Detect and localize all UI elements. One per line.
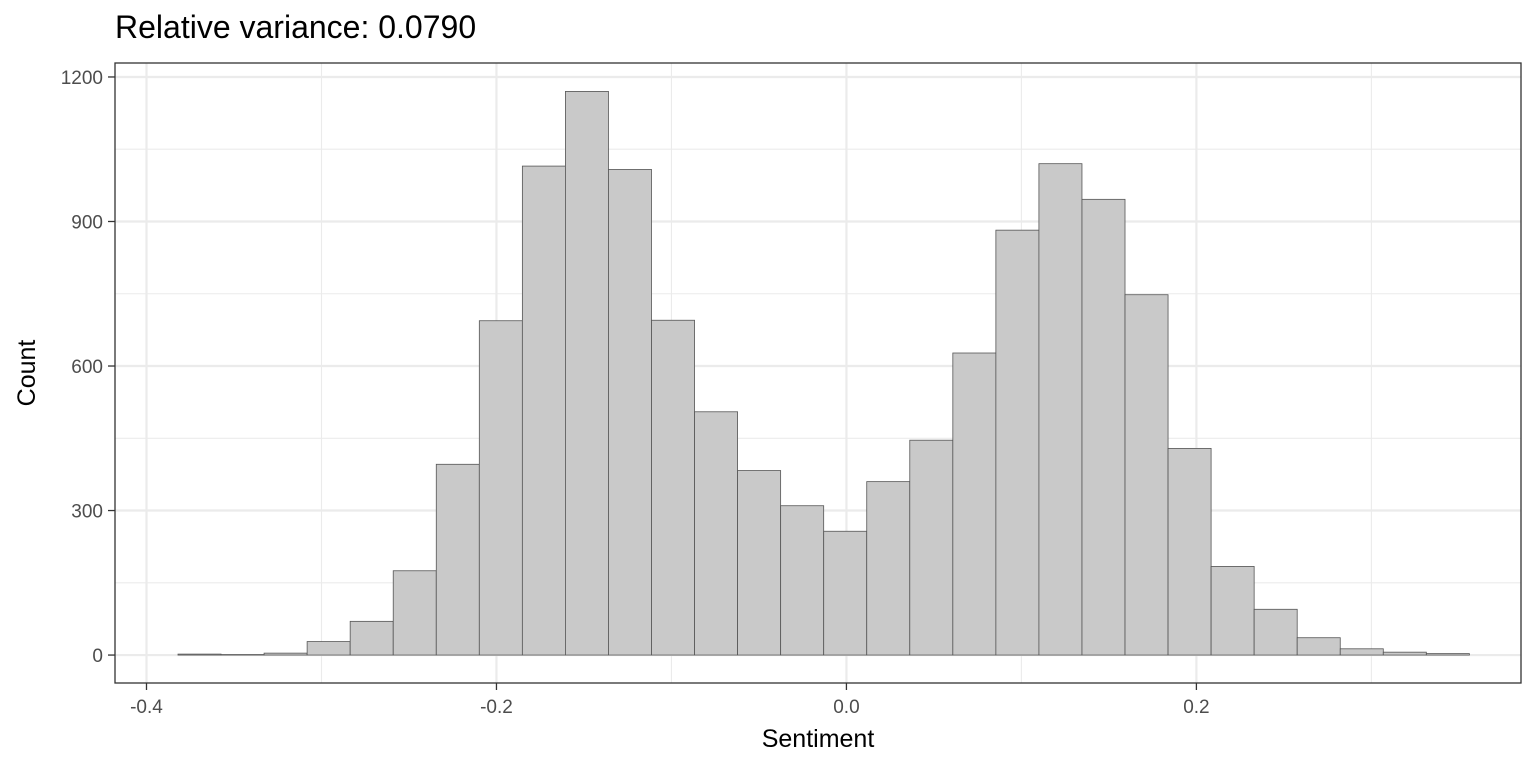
x-tick-label: 0.2	[1183, 697, 1209, 718]
histogram-bar	[1082, 199, 1125, 655]
x-axis: -0.4 -0.2 0.0 0.2	[130, 683, 1209, 718]
histogram-bar	[608, 169, 651, 655]
x-axis-title: Sentiment	[762, 725, 875, 753]
histogram-bar	[1383, 652, 1426, 655]
histogram-bars	[178, 91, 1469, 655]
y-tick-label: 1200	[61, 68, 103, 89]
histogram-bar	[1211, 566, 1254, 655]
x-tick-label: -0.4	[130, 697, 163, 718]
y-axis: 0 300 600 900 1200	[61, 68, 115, 667]
histogram-bar	[652, 320, 695, 655]
histogram-bar	[1254, 609, 1297, 655]
chart-title: Relative variance: 0.0790	[115, 9, 476, 45]
histogram-bar	[781, 506, 824, 655]
y-tick-label: 900	[71, 212, 103, 233]
x-tick-label: 0.0	[833, 697, 859, 718]
histogram-bar	[178, 654, 221, 655]
histogram-bar	[479, 321, 522, 655]
y-tick-label: 600	[71, 357, 103, 378]
histogram-bar	[824, 531, 867, 655]
histogram-bar	[1039, 164, 1082, 655]
y-tick-label: 0	[92, 646, 103, 667]
histogram-bar	[1168, 448, 1211, 655]
histogram-bar	[1426, 654, 1469, 655]
histogram-bar	[867, 482, 910, 655]
histogram-bar	[738, 471, 781, 656]
histogram-bar	[996, 230, 1039, 655]
histogram-bar	[393, 571, 436, 655]
histogram-bar	[436, 464, 479, 655]
histogram-bar	[307, 642, 350, 655]
histogram-bar	[522, 166, 565, 655]
histogram-bar	[695, 412, 738, 655]
histogram-bar	[350, 621, 393, 655]
x-tick-label: -0.2	[480, 697, 513, 718]
histogram-bar	[1297, 638, 1340, 655]
histogram-bar	[910, 440, 953, 655]
y-axis-title: Count	[13, 340, 41, 407]
y-tick-label: 300	[71, 502, 103, 523]
histogram-bar	[1340, 649, 1383, 655]
histogram-bar	[953, 353, 996, 655]
histogram-bar	[1125, 295, 1168, 655]
histogram-bar	[565, 91, 608, 655]
histogram-bar	[264, 653, 307, 655]
